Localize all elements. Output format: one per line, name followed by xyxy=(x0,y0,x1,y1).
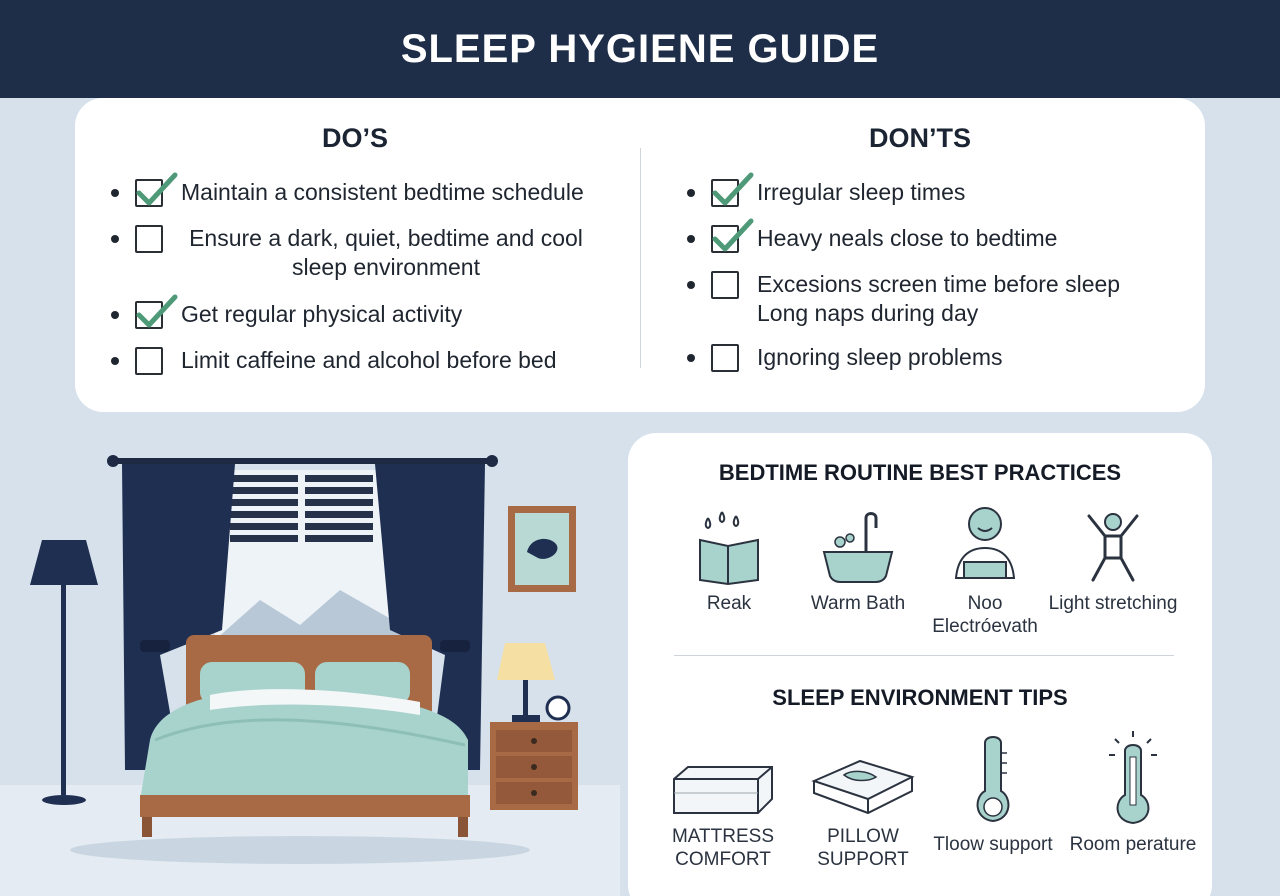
environment-item-room-temperature: Room perature xyxy=(1068,729,1198,856)
bullet xyxy=(111,235,119,243)
right-curtain xyxy=(375,464,485,770)
thermometer-icon xyxy=(976,736,1010,823)
book-icon xyxy=(699,511,759,586)
dos-item-3: Get regular physical activity xyxy=(111,294,611,329)
checkbox-unchecked[interactable] xyxy=(711,344,739,372)
dos-title: DO’S xyxy=(321,123,388,153)
floor-lamp xyxy=(30,540,98,805)
bedroom-illustration xyxy=(0,455,620,896)
stretching-icon xyxy=(1087,513,1139,582)
routine-item-warm-bath: Warm Bath xyxy=(793,508,923,615)
dos-item-2: Ensure a dark, quiet, bedtime and cool s… xyxy=(111,224,611,282)
bullet xyxy=(687,189,695,197)
bathtub-icon xyxy=(822,512,894,583)
checkbox-checked[interactable] xyxy=(135,172,178,207)
dos-item-1: Maintain a consistent bedtime schedule xyxy=(111,172,611,207)
bullet xyxy=(111,357,119,365)
routine-item-label: Noo Electróevath xyxy=(932,593,1038,637)
bullet xyxy=(687,281,695,289)
environment-item-label: PILLOW SUPPORT xyxy=(817,826,909,870)
environment-item-mattress: MATTRESS COMFORT xyxy=(658,763,788,871)
environment-item-label: Room perature xyxy=(1069,834,1197,855)
donts-item-4: Ignoring sleep problems xyxy=(687,343,1177,372)
bullet xyxy=(111,189,119,197)
checkbox-unchecked[interactable] xyxy=(711,271,739,299)
checkmark-icon xyxy=(136,172,178,206)
checkmark-icon xyxy=(712,172,754,206)
bullet xyxy=(687,235,695,243)
environment-item-thermometer: Tloow support xyxy=(928,733,1058,856)
routine-title: BEDTIME ROUTINE BEST PRACTICES xyxy=(718,460,1122,485)
donts-item-1: Irregular sleep times xyxy=(687,172,1177,207)
routine-item-label: Reak xyxy=(706,593,752,614)
dos-item-4: Limit caffeine and alcohol before bed xyxy=(111,346,611,375)
donts-item-text: Excesions screen time before sleep Long … xyxy=(757,271,1121,326)
donts-item-2: Heavy neals close to bedtime xyxy=(687,218,1177,253)
mattress-icon xyxy=(673,766,773,814)
page-title: SLEEP HYGIENE GUIDE xyxy=(400,26,880,71)
checkbox-unchecked[interactable] xyxy=(135,347,163,375)
bed xyxy=(140,635,470,837)
routine-item-read: Reak xyxy=(664,508,794,615)
donts-item-text: Ignoring sleep problems xyxy=(757,344,1003,370)
routine-item-no-electronics: Noo Electróevath xyxy=(920,500,1050,638)
environment-item-label: MATTRESS COMFORT xyxy=(671,826,775,870)
left-curtain xyxy=(122,464,235,770)
floor-shadow xyxy=(70,836,530,864)
donts-title: DON’TS xyxy=(868,123,971,153)
routine-item-stretching: Light stretching xyxy=(1048,508,1178,615)
tips-card: BEDTIME ROUTINE BEST PRACTICES Reak Warm… xyxy=(628,433,1212,896)
section-divider xyxy=(674,655,1174,656)
checkbox-unchecked[interactable] xyxy=(135,225,163,253)
checkbox-checked[interactable] xyxy=(711,218,754,253)
dos-item-text: Limit caffeine and alcohol before bed xyxy=(181,347,557,373)
environment-item-label: Tloow support xyxy=(933,834,1053,855)
donts-item-3: Excesions screen time before sleep Long … xyxy=(687,270,1177,328)
checkbox-checked[interactable] xyxy=(135,294,178,329)
bullet xyxy=(111,311,119,319)
column-divider xyxy=(640,148,641,368)
routine-item-label: Light stretching xyxy=(1048,593,1178,614)
routine-item-label: Warm Bath xyxy=(810,593,906,614)
dos-item-text: Get regular physical activity xyxy=(181,301,463,327)
person-icon xyxy=(954,507,1016,579)
nightstand xyxy=(490,643,578,810)
donts-item-text: Heavy neals close to bedtime xyxy=(757,225,1058,251)
donts-item-text: Irregular sleep times xyxy=(757,179,966,205)
window-blinds xyxy=(230,475,373,542)
environment-title: SLEEP ENVIRONMENT TIPS xyxy=(772,685,1068,710)
pillow-icon xyxy=(811,759,915,815)
dos-item-text: Ensure a dark, quiet, bedtime and cool s… xyxy=(189,225,583,280)
checkbox-checked[interactable] xyxy=(711,172,754,207)
bullet xyxy=(687,354,695,362)
dos-donts-card: DO’S DON’TS Maintain a consistent bedtim… xyxy=(75,98,1205,412)
environment-item-pillow: PILLOW SUPPORT xyxy=(798,751,928,871)
checkmark-icon xyxy=(712,218,754,252)
curtain-rod xyxy=(110,458,495,464)
page-header: SLEEP HYGIENE GUIDE xyxy=(0,0,1280,98)
thermometer-light-icon xyxy=(1109,731,1157,825)
dos-item-text: Maintain a consistent bedtime schedule xyxy=(181,179,584,205)
checkmark-icon xyxy=(136,294,178,328)
wall-picture xyxy=(508,506,576,592)
